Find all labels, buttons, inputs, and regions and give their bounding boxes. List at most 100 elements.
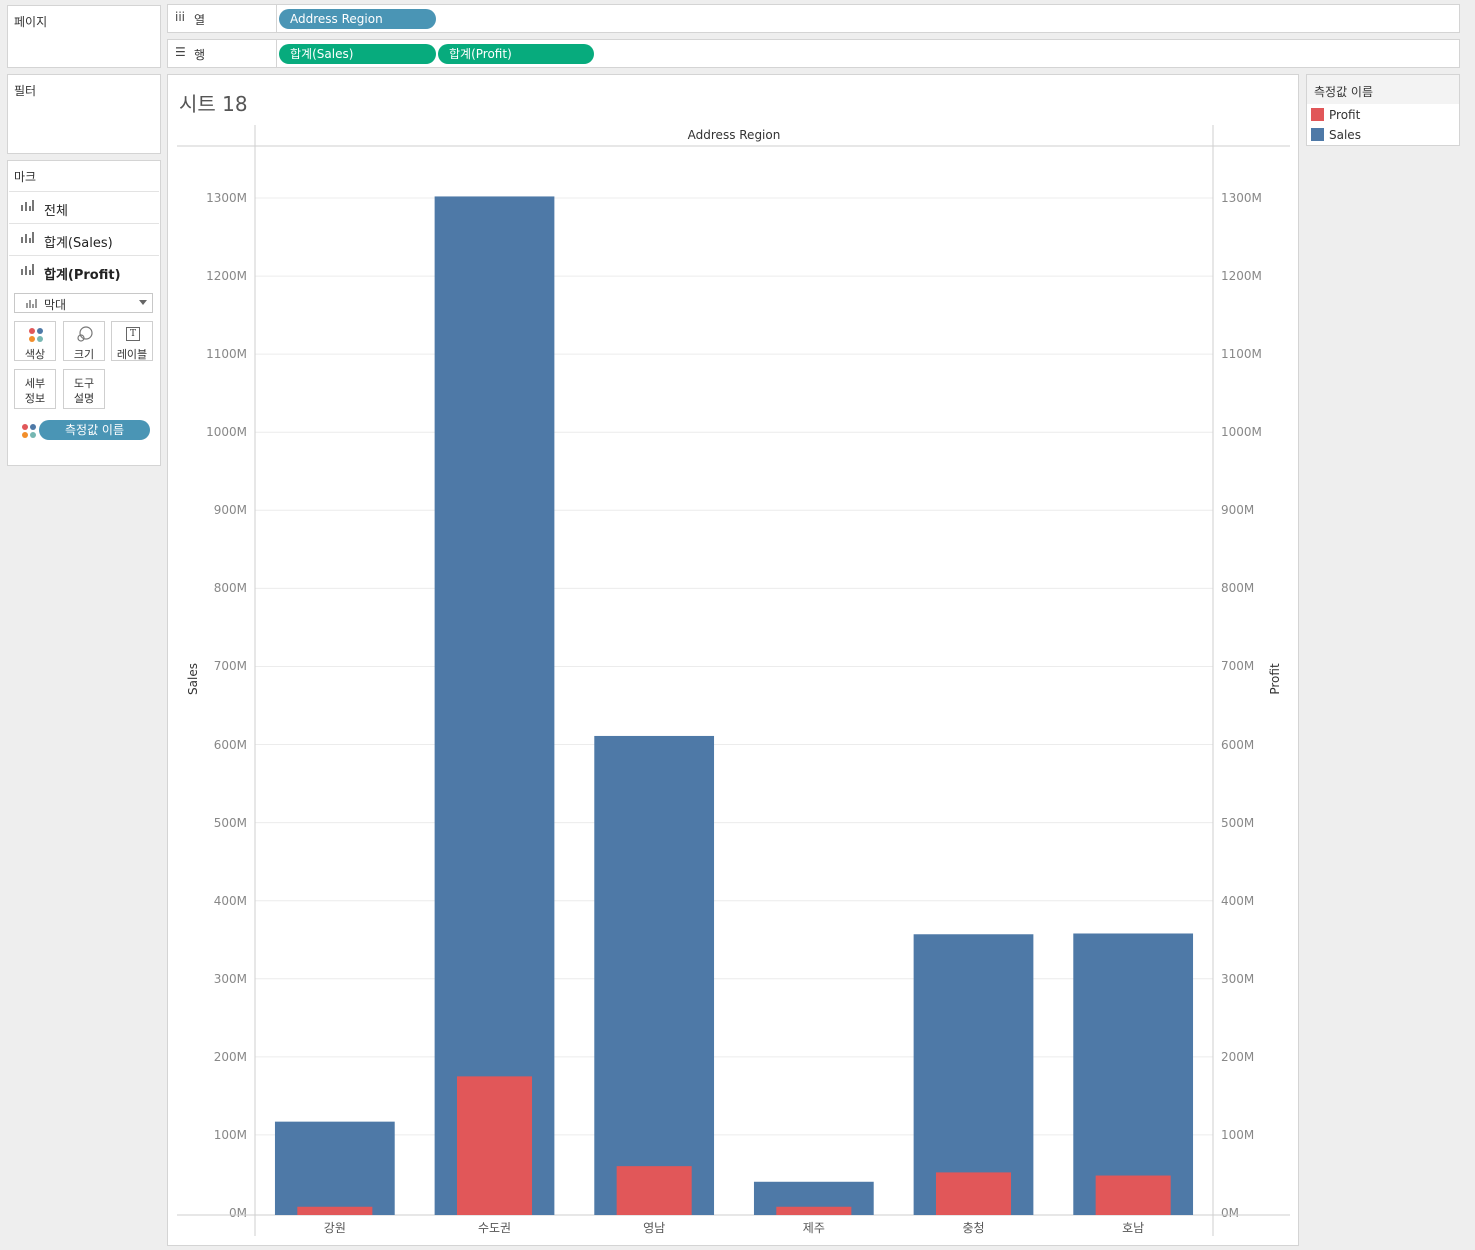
y-tick-label: 800M: [213, 581, 247, 596]
tooltip-button-line1: 도구: [73, 377, 95, 390]
y-tick-label: 1000M: [206, 425, 247, 440]
bar-profit[interactable]: [456, 1076, 533, 1215]
marks-tab-sales-label: 합계(Sales): [44, 236, 113, 251]
y2-tick-label: 200M: [1221, 1049, 1255, 1064]
y-tick-label: 900M: [213, 503, 247, 518]
marks-title: 마크: [14, 170, 37, 184]
y-tick-label: 400M: [213, 893, 247, 908]
column-header-label: Address Region: [687, 128, 781, 142]
y2-tick-label: 1100M: [1221, 347, 1262, 362]
y2-tick-label: 800M: [1221, 581, 1255, 596]
columns-pill-address-region[interactable]: Address Region: [279, 9, 436, 29]
y2-tick-label: 900M: [1221, 503, 1255, 518]
marks-tab-sales[interactable]: 합계(Sales): [9, 223, 159, 254]
y-tick-label: 500M: [213, 815, 247, 830]
y-tick-label: 600M: [213, 737, 247, 752]
columns-shelf[interactable]: iii 열 Address Region: [167, 4, 1460, 33]
mark-type-dropdown[interactable]: 막대: [14, 293, 153, 313]
bar-profit[interactable]: [616, 1166, 692, 1215]
label-button-label: 레이블: [116, 348, 148, 361]
y2-tick-label: 600M: [1221, 737, 1255, 752]
rows-shelf-label-area: ☰ 행: [168, 40, 277, 67]
x-tick-label: 충청: [962, 1221, 985, 1235]
legend-swatch-sales: [1311, 128, 1324, 141]
x-tick-label: 수도권: [477, 1221, 512, 1235]
detail-button-line1: 세부: [24, 377, 46, 390]
size-button[interactable]: 크기: [63, 321, 105, 361]
size-button-label: 크기: [73, 348, 95, 361]
color-dots-icon: [22, 424, 36, 438]
bar-chart-icon: [21, 264, 34, 275]
legend-item-sales[interactable]: Sales: [1311, 127, 1451, 143]
marks-card: 마크 전체 합계(Sales) 합계(Profit) 막대 색상 크기 T 레이…: [7, 160, 161, 466]
marks-tab-profit-label: 합계(Profit): [44, 268, 121, 283]
bar-profit[interactable]: [1095, 1175, 1171, 1215]
legend-swatch-profit: [1311, 108, 1324, 121]
rows-icon: ☰: [175, 45, 186, 59]
legend-item-profit[interactable]: Profit: [1311, 107, 1451, 123]
bar-profit[interactable]: [935, 1172, 1012, 1215]
y2-tick-label: 0M: [1221, 1206, 1239, 1220]
rows-shelf-label: 행: [194, 48, 206, 62]
x-tick-label: 호남: [1122, 1221, 1145, 1235]
rows-shelf[interactable]: ☰ 행 합계(Sales) 합계(Profit): [167, 39, 1460, 68]
y-tick-label: 700M: [213, 659, 247, 674]
y-tick-label: 1200M: [206, 269, 247, 284]
y2-tick-label: 1000M: [1221, 425, 1262, 440]
tooltip-button-line2: 설명: [73, 392, 95, 405]
color-button[interactable]: 색상: [14, 321, 56, 361]
bar-profit[interactable]: [776, 1206, 852, 1215]
text-box-icon: T: [126, 327, 140, 341]
marks-tab-all[interactable]: 전체: [9, 191, 159, 222]
y2-tick-label: 1200M: [1221, 269, 1262, 284]
bar-chart-icon: [21, 200, 34, 211]
y2-tick-label: 1300M: [1221, 191, 1262, 205]
detail-button[interactable]: 세부 정보: [14, 369, 56, 409]
y2-tick-label: 700M: [1221, 659, 1255, 674]
pages-card[interactable]: 페이지: [7, 5, 161, 68]
y2-tick-label: 300M: [1221, 971, 1255, 986]
y2-tick-label: 400M: [1221, 893, 1255, 908]
pages-title: 페이지: [14, 15, 48, 29]
x-tick-label: 제주: [802, 1221, 825, 1235]
mark-type-value: 막대: [44, 298, 67, 312]
bar-chart-icon: [26, 299, 37, 308]
label-button[interactable]: T 레이블: [111, 321, 153, 361]
chevron-down-icon: [139, 300, 147, 305]
y-tick-label: 1300M: [206, 191, 247, 205]
measure-names-pill-label: 측정값 이름: [64, 423, 124, 437]
y-tick-label: 200M: [213, 1049, 247, 1064]
x-tick-label: 강원: [323, 1221, 346, 1235]
color-button-label: 색상: [24, 348, 46, 361]
tooltip-button[interactable]: 도구 설명: [63, 369, 105, 409]
sheet-title: 시트 18: [179, 92, 248, 116]
x-tick-label: 영남: [643, 1221, 666, 1235]
filters-title: 필터: [14, 84, 37, 98]
bar-profit[interactable]: [297, 1206, 373, 1215]
legend-title: 측정값 이름: [1314, 85, 1374, 99]
columns-icon: iii: [175, 10, 186, 24]
y2-tick-label: 500M: [1221, 815, 1255, 830]
bar-sales[interactable]: [1073, 933, 1194, 1215]
measure-names-pill[interactable]: 측정값 이름: [39, 420, 150, 440]
bar-chart-icon: [21, 232, 34, 243]
y-tick-label: 100M: [213, 1127, 247, 1142]
columns-shelf-label-area: iii 열: [168, 5, 277, 32]
rows-pill-profit[interactable]: 합계(Profit): [438, 44, 594, 64]
y2-tick-label: 100M: [1221, 1127, 1255, 1142]
bar-sales[interactable]: [594, 735, 715, 1215]
columns-shelf-label: 열: [194, 13, 206, 27]
bar-sales[interactable]: [274, 1121, 395, 1215]
size-circles-icon: [77, 326, 93, 342]
bar-sales[interactable]: [434, 196, 555, 1215]
legend-header[interactable]: 측정값 이름: [1307, 75, 1459, 104]
legend-item-profit-label: Profit: [1329, 108, 1361, 122]
bar-sales[interactable]: [913, 934, 1034, 1215]
legend-card: 측정값 이름 Profit Sales: [1306, 74, 1460, 146]
marks-tab-profit[interactable]: 합계(Profit): [9, 255, 159, 286]
rows-pill-sales[interactable]: 합계(Sales): [279, 44, 436, 64]
legend-item-sales-label: Sales: [1329, 128, 1361, 142]
y-tick-label: 0M: [229, 1206, 247, 1220]
filters-card[interactable]: 필터: [7, 74, 161, 154]
